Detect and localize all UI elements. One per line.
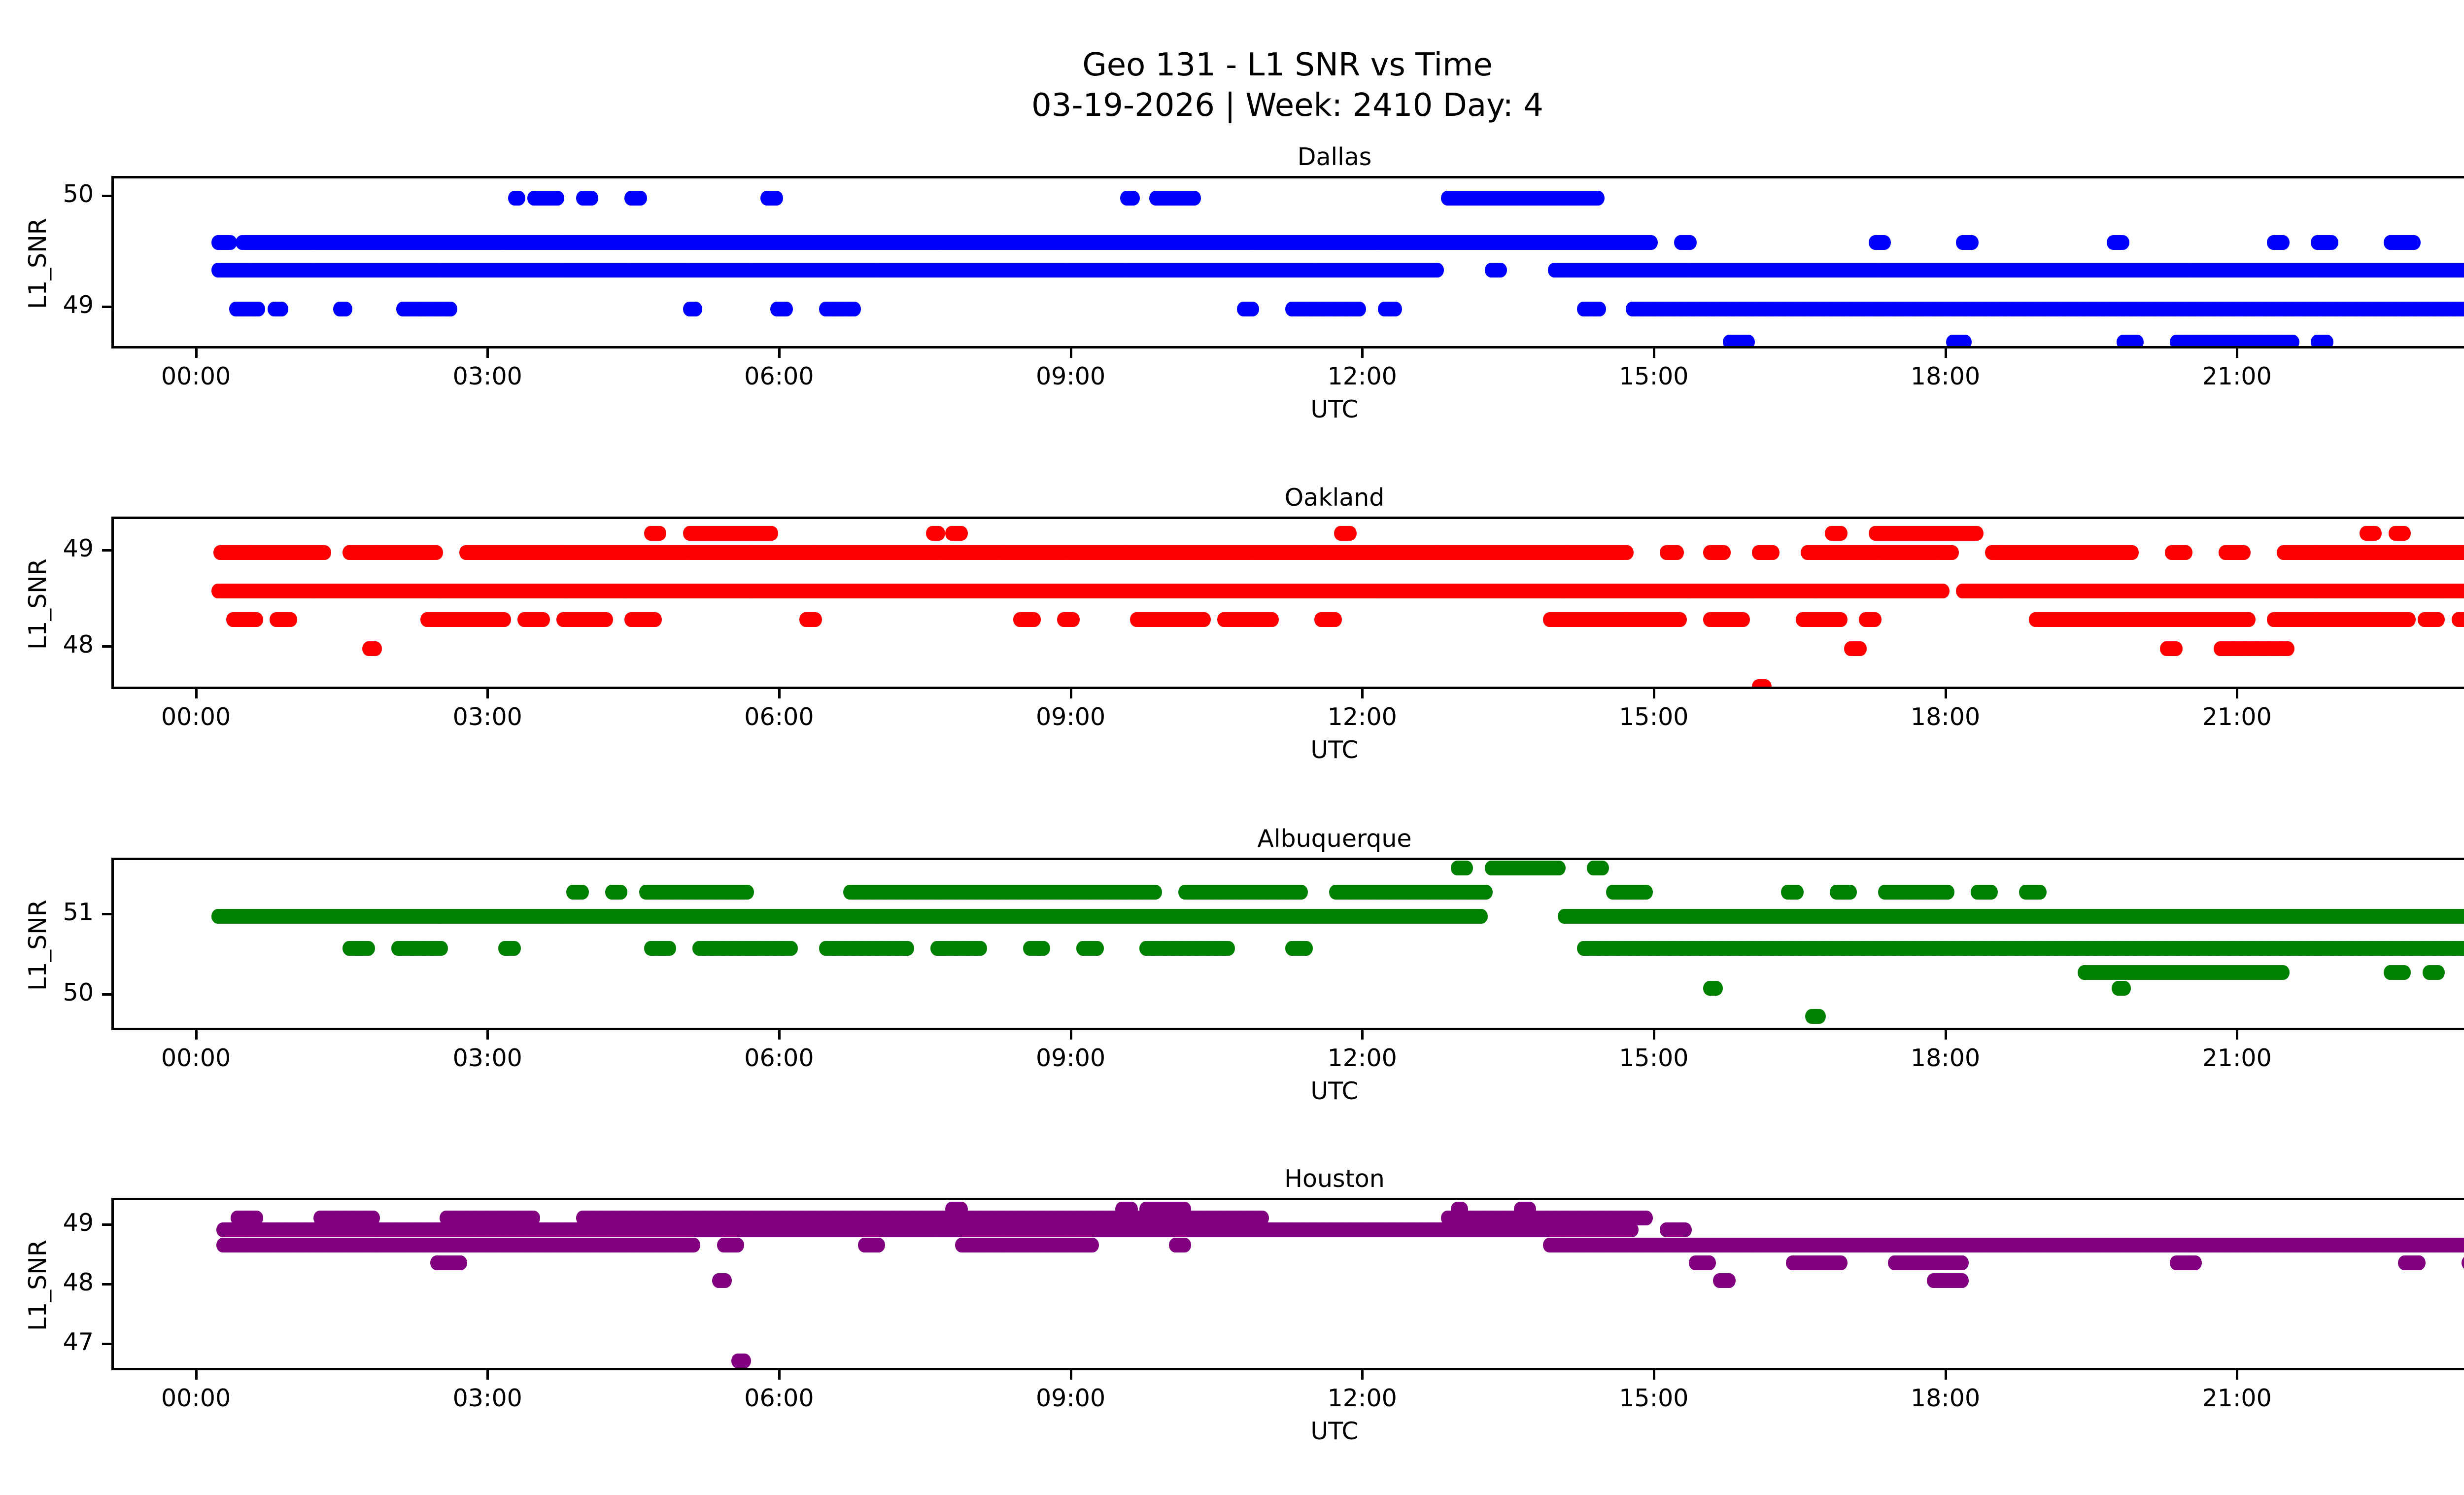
data-point	[634, 191, 647, 206]
data-point	[1494, 263, 1507, 278]
subplot-title: Dallas	[1297, 143, 1372, 171]
data-point	[2116, 235, 2129, 250]
x-tick-mark	[1944, 348, 1947, 358]
data-point	[275, 301, 289, 316]
data-point	[689, 301, 703, 316]
y-tick-label: 49	[63, 290, 94, 319]
data-point	[1343, 526, 1357, 541]
subplot-title: Oakland	[1284, 484, 1385, 512]
data-point	[1246, 301, 1260, 316]
figure-title-line1: Geo 131 - L1 SNR vs Time	[1082, 46, 1493, 83]
x-tick-mark	[195, 348, 198, 358]
data-point	[2325, 235, 2338, 250]
x-tick-label: 06:00	[744, 362, 814, 390]
y-tick-label: 50	[63, 180, 94, 209]
data-point	[653, 526, 667, 541]
data-point	[2369, 526, 2382, 541]
x-tick-label: 12:00	[1327, 362, 1397, 390]
data-point	[1593, 301, 1607, 316]
data-point	[1671, 545, 1684, 560]
data-point	[1188, 191, 1201, 206]
data-point	[1431, 263, 1444, 278]
data-point	[1683, 235, 1697, 250]
data-point	[780, 301, 793, 316]
x-tick-label: 00:00	[161, 362, 231, 390]
x-tick-mark	[1652, 348, 1655, 358]
data-point	[551, 191, 565, 206]
data-point	[955, 526, 968, 541]
data-point	[1965, 235, 1979, 250]
data-point	[585, 191, 599, 206]
data-point	[1878, 235, 1891, 250]
x-tick-label: 09:00	[1035, 362, 1106, 390]
data-point	[513, 191, 526, 206]
data-point	[445, 301, 458, 316]
x-tick-mark	[778, 348, 781, 358]
data-point	[1620, 545, 1634, 560]
x-axis-label: UTC	[1310, 395, 1359, 423]
data-point	[1742, 335, 1755, 346]
x-tick-mark	[486, 348, 489, 358]
data-point	[1591, 191, 1605, 206]
subplot-oakland: Oakland L1_SNR 48 49 00:00 03:00 06:00 09:00 12:…	[0, 480, 2464, 765]
data-point	[1834, 526, 1848, 541]
data-point	[430, 545, 443, 560]
y-tick-mark	[102, 195, 111, 198]
data-point	[2276, 235, 2290, 250]
x-tick-label: 18:00	[1910, 362, 1981, 390]
data-point	[318, 545, 331, 560]
data-point	[252, 301, 265, 316]
x-tick-mark	[2236, 348, 2239, 358]
plot-area	[111, 517, 2464, 689]
x-tick-label: 21:00	[2202, 362, 2272, 390]
data-point	[2131, 335, 2144, 346]
data-point	[932, 526, 946, 541]
y-tick-mark	[102, 305, 111, 308]
figure-title-line2: 03-19-2026 | Week: 2410 Day: 4	[1031, 87, 1543, 124]
plot-area	[111, 176, 2464, 348]
data-point	[224, 235, 237, 250]
x-tick-label: 15:00	[1619, 362, 1689, 390]
data-point	[340, 301, 353, 316]
x-tick-label: 03:00	[452, 362, 522, 390]
data-point	[2286, 335, 2299, 346]
data-point	[1645, 235, 1658, 250]
data-point	[1389, 301, 1403, 316]
data-point	[848, 301, 861, 316]
data-point	[1353, 301, 1367, 316]
figure-title: Geo 131 - L1 SNR vs Time 03-19-2026 | We…	[0, 5, 2464, 167]
data-point	[2408, 235, 2421, 250]
x-tick-mark	[1069, 348, 1072, 358]
data-point	[1717, 545, 1731, 560]
data-point	[2398, 526, 2411, 541]
data-point	[1959, 335, 1972, 346]
data-point	[765, 526, 779, 541]
x-tick-mark	[1361, 348, 1364, 358]
data-point	[1970, 526, 1984, 541]
data-point	[1127, 191, 1140, 206]
data-point	[770, 191, 784, 206]
subplot-dallas: Dallas L1_SNR 49 50 00:00 03:00 06:00 09:00 12:0…	[0, 139, 2464, 425]
data-point	[2320, 335, 2333, 346]
